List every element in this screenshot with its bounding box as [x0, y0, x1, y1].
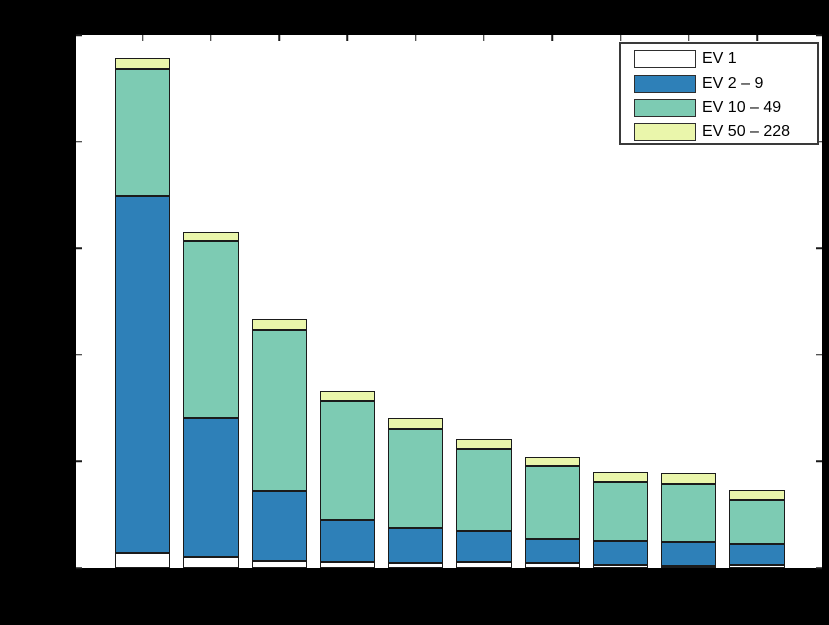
legend-label-ev-1: EV 1: [702, 50, 737, 68]
bar-9-segment-ev-10-49: [661, 483, 717, 542]
x-tick-top-8: [619, 35, 622, 41]
x-tick-top-10: [756, 35, 758, 41]
bar-2-segment-ev-1: [183, 556, 239, 568]
bar-1-segment-ev-10-49: [115, 68, 171, 196]
bar-8-segment-ev-50-228: [592, 471, 649, 483]
x-tick-top-2: [210, 35, 212, 41]
bar-3-segment-ev-50-228: [251, 318, 307, 330]
legend-row-ev-50-228: EV 50 – 228: [634, 120, 817, 143]
x-tick-top-5: [414, 35, 417, 41]
bar-5-segment-ev-10-49: [388, 429, 444, 529]
bar-6-segment-ev-10-49: [456, 449, 512, 532]
bar-2-segment-ev-10-49: [183, 241, 239, 418]
bar-6-segment-ev-50-228: [456, 439, 512, 450]
bar-5-segment-ev-1: [388, 563, 444, 568]
bar-8-segment-ev-1: [592, 565, 649, 568]
bar-2-segment-ev-2-9: [183, 417, 239, 557]
bar-10-segment-ev-50-228: [729, 489, 785, 500]
bar-4-segment-ev-50-228: [319, 391, 376, 402]
bar-7-segment-ev-50-228: [524, 457, 580, 467]
bar-3-segment-ev-1: [251, 561, 307, 568]
legend-label-ev-10-49: EV 10 – 49: [702, 98, 782, 116]
bar-8-segment-ev-10-49: [592, 482, 649, 542]
bar-3-segment-ev-2-9: [251, 490, 307, 562]
y-tick-right-1: [816, 567, 822, 569]
bar-9-segment-ev-2-9: [661, 541, 717, 566]
x-tick-top-7: [551, 35, 553, 41]
legend-swatch-ev-50-228: [634, 123, 696, 142]
bar-10-segment-ev-1: [729, 564, 785, 568]
legend-label-ev-50-228: EV 50 – 228: [702, 123, 791, 141]
y-tick-right-6: [816, 34, 822, 36]
bar-3-segment-ev-10-49: [251, 329, 307, 491]
legend-swatch-ev-1: [634, 50, 696, 69]
y-tick-left-4: [76, 247, 82, 249]
y-tick-right-4: [816, 247, 822, 249]
x-tick-top-1: [141, 35, 144, 41]
bar-10-segment-ev-2-9: [729, 544, 785, 565]
bar-9-segment-ev-50-228: [661, 472, 717, 484]
bar-7-segment-ev-2-9: [524, 539, 580, 563]
y-tick-right-3: [816, 354, 822, 356]
bar-4-segment-ev-2-9: [319, 519, 376, 563]
legend-row-ev-2-9: EV 2 – 9: [634, 71, 817, 95]
bar-7-segment-ev-1: [524, 562, 580, 568]
y-tick-right-2: [816, 460, 822, 463]
bar-9-segment-ev-1: [661, 565, 717, 568]
legend-label-ev-2-9: EV 2 – 9: [702, 74, 764, 92]
legend-swatch-ev-10-49: [634, 98, 696, 117]
y-tick-left-5: [76, 140, 82, 143]
legend-row-ev-1: EV 1: [634, 47, 817, 71]
y-tick-left-6: [76, 34, 82, 36]
x-tick-top-6: [483, 35, 485, 41]
bar-6-segment-ev-2-9: [456, 531, 512, 562]
y-tick-left-1: [76, 567, 82, 569]
bar-5-segment-ev-50-228: [388, 417, 444, 430]
bar-4-segment-ev-1: [319, 562, 376, 568]
bar-1-segment-ev-2-9: [115, 195, 171, 553]
bar-4-segment-ev-10-49: [319, 401, 376, 520]
bar-1-segment-ev-1: [115, 552, 171, 568]
y-tick-left-2: [76, 460, 82, 463]
legend-row-ev-10-49: EV 10 – 49: [634, 96, 817, 120]
x-tick-top-4: [346, 35, 349, 41]
bar-10-segment-ev-10-49: [729, 499, 785, 545]
bar-5-segment-ev-2-9: [388, 528, 444, 564]
bar-2-segment-ev-50-228: [183, 232, 239, 242]
bar-1-segment-ev-50-228: [115, 58, 171, 69]
y-tick-left-3: [76, 354, 82, 356]
bar-6-segment-ev-1: [456, 561, 512, 568]
x-tick-top-9: [688, 35, 690, 41]
legend: EV 1 EV 2 – 9 EV 10 – 49 EV 50 – 228: [619, 42, 819, 145]
bar-7-segment-ev-10-49: [524, 466, 580, 540]
plot-area: EV 1 EV 2 – 9 EV 10 – 49 EV 50 – 228: [74, 33, 824, 570]
legend-swatch-ev-2-9: [634, 74, 696, 93]
bar-8-segment-ev-2-9: [592, 541, 649, 566]
y-tick-right-5: [816, 140, 822, 143]
x-tick-top-3: [278, 35, 280, 41]
